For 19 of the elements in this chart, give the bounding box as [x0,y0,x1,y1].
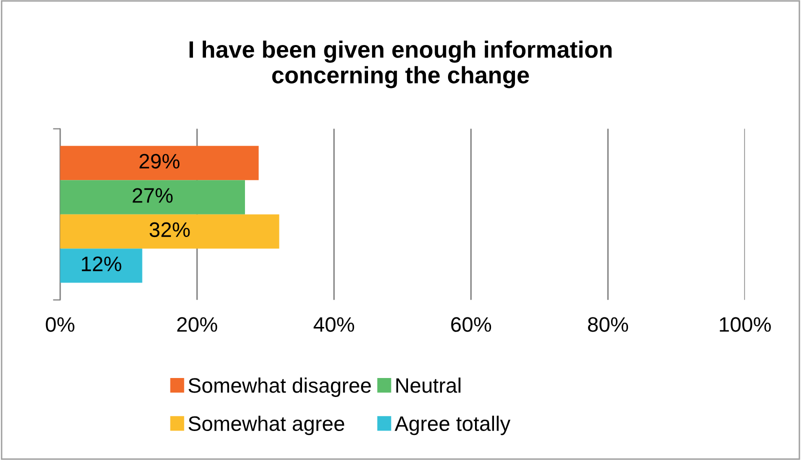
legend-label: Neutral [396,378,460,393]
x-tick-label: 0% [46,317,74,332]
bar [60,180,245,214]
x-tick-label: 100% [720,317,771,332]
data-label: 27% [132,188,173,203]
data-label: 29% [140,154,180,169]
legend-label: Somewhat agree [188,416,344,436]
legend-label: Somewhat disagree [188,378,371,397]
bar [60,146,259,180]
x-tick-label: 60% [451,317,492,332]
data-label: 12% [82,256,122,272]
bar [60,214,280,249]
legend-label: Agree totally [394,416,510,436]
x-tick-label: 40% [314,317,354,332]
data-label: 32% [150,222,190,238]
chart-title: I have been given enough information concerning the change [190,40,612,88]
x-tick-label: 80% [588,317,628,332]
bar [60,248,142,283]
x-tick-label: 20% [177,317,218,332]
